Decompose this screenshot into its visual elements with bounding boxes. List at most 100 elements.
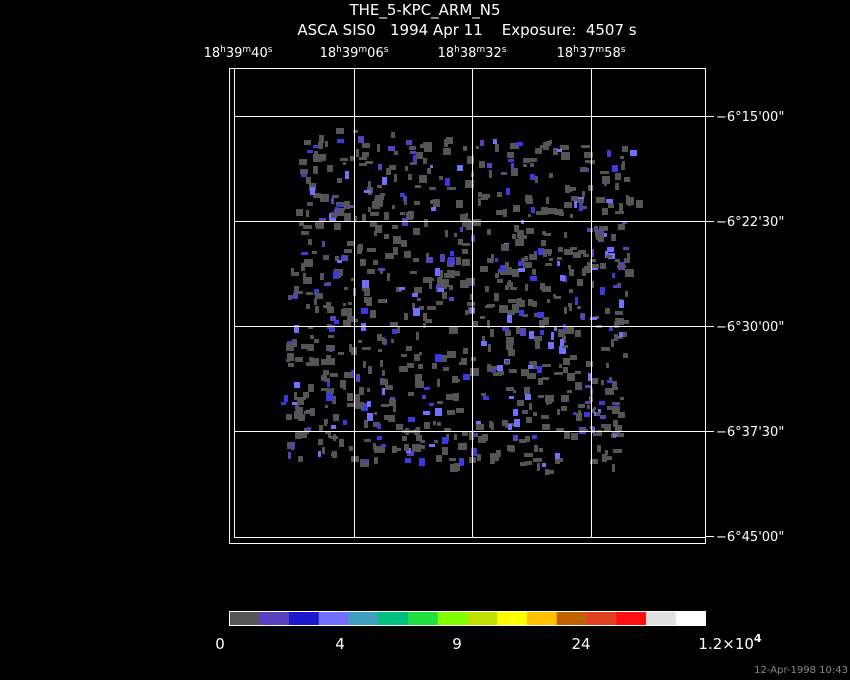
- speckle: [516, 142, 523, 146]
- speckle: [517, 230, 524, 238]
- speckle: [447, 187, 456, 190]
- colorbar: [229, 611, 706, 626]
- speckle: [308, 326, 313, 329]
- speckle: [493, 372, 502, 376]
- speckle: [429, 403, 434, 406]
- speckle: [564, 232, 567, 238]
- speckle: [513, 205, 520, 212]
- speckle: [580, 167, 587, 172]
- speckle: [507, 310, 515, 315]
- speckle: [530, 276, 537, 281]
- speckle: [292, 339, 297, 347]
- speckle: [343, 162, 346, 165]
- speckle: [339, 439, 344, 447]
- speckle: [326, 345, 335, 351]
- speckle: [331, 425, 336, 429]
- speckle: [456, 257, 461, 265]
- ra-label-part: 39: [342, 46, 359, 61]
- speckle: [441, 286, 447, 289]
- colorbar-label: 24: [571, 635, 590, 653]
- speckle: [491, 368, 496, 373]
- speckle: [323, 370, 329, 375]
- speckle: [437, 401, 443, 404]
- speckle: [442, 437, 448, 444]
- speckle: [539, 320, 545, 328]
- speckle: [403, 196, 407, 201]
- speckle: [378, 268, 385, 271]
- ra-label-part: 38: [460, 46, 477, 61]
- speckle: [341, 255, 348, 261]
- speckle: [332, 451, 337, 458]
- speckle: [512, 234, 516, 239]
- speckle: [485, 286, 489, 292]
- speckle: [584, 412, 590, 417]
- speckle: [541, 415, 549, 419]
- speckle: [583, 254, 589, 257]
- speckle: [392, 225, 398, 229]
- speckle: [508, 424, 512, 430]
- speckle: [590, 264, 599, 268]
- speckle: [525, 284, 528, 291]
- speckle: [381, 444, 386, 447]
- speckle: [514, 419, 520, 427]
- speckle: [361, 308, 368, 314]
- speckle: [530, 174, 535, 180]
- speckle: [535, 148, 542, 154]
- speckle: [330, 373, 338, 377]
- speckle: [300, 169, 308, 174]
- speckle: [414, 201, 420, 205]
- speckle: [496, 450, 501, 457]
- speckle: [501, 244, 509, 251]
- speckle: [357, 246, 362, 254]
- speckle: [542, 424, 550, 430]
- speckle: [406, 346, 412, 351]
- dec-label: −6°22'30": [716, 215, 784, 230]
- speckle: [463, 374, 470, 380]
- speckle: [347, 393, 353, 401]
- speckle: [564, 431, 570, 439]
- speckle: [367, 388, 370, 392]
- speckle: [424, 219, 428, 227]
- speckle: [606, 255, 612, 258]
- speckle: [362, 280, 369, 288]
- speckle: [557, 261, 560, 266]
- speckle: [525, 436, 530, 442]
- speckle: [546, 395, 554, 402]
- speckle: [588, 185, 593, 191]
- speckle: [494, 293, 499, 301]
- speckle: [378, 164, 382, 170]
- speckle: [459, 458, 464, 466]
- speckle: [359, 163, 367, 166]
- speckle: [413, 308, 420, 316]
- speckle: [307, 150, 313, 153]
- ra-label-part: 37: [579, 46, 596, 61]
- speckle: [343, 420, 347, 425]
- colorbar-swatch: [378, 611, 409, 626]
- speckle: [487, 229, 491, 235]
- speckle: [528, 365, 533, 369]
- speckle: [358, 136, 364, 143]
- speckle: [559, 346, 566, 354]
- speckle: [518, 261, 525, 266]
- speckle: [404, 444, 409, 451]
- speckle: [576, 413, 582, 421]
- colorbar-label-part: 9: [452, 635, 462, 653]
- speckle: [375, 195, 384, 200]
- speckle: [575, 330, 581, 337]
- speckle: [393, 448, 401, 451]
- speckle: [622, 221, 627, 224]
- speckle: [293, 293, 298, 299]
- speckle: [447, 270, 455, 278]
- speckle: [364, 190, 371, 193]
- speckle: [437, 422, 441, 426]
- speckle: [523, 158, 530, 163]
- speckle: [374, 449, 381, 453]
- speckle: [407, 451, 414, 456]
- ra-label-part: h: [336, 45, 342, 55]
- speckle: [546, 401, 549, 405]
- speckle: [500, 265, 507, 271]
- speckle: [509, 369, 517, 373]
- ra-label-part: 18: [320, 46, 337, 61]
- speckle: [365, 161, 373, 164]
- speckle: [465, 213, 468, 220]
